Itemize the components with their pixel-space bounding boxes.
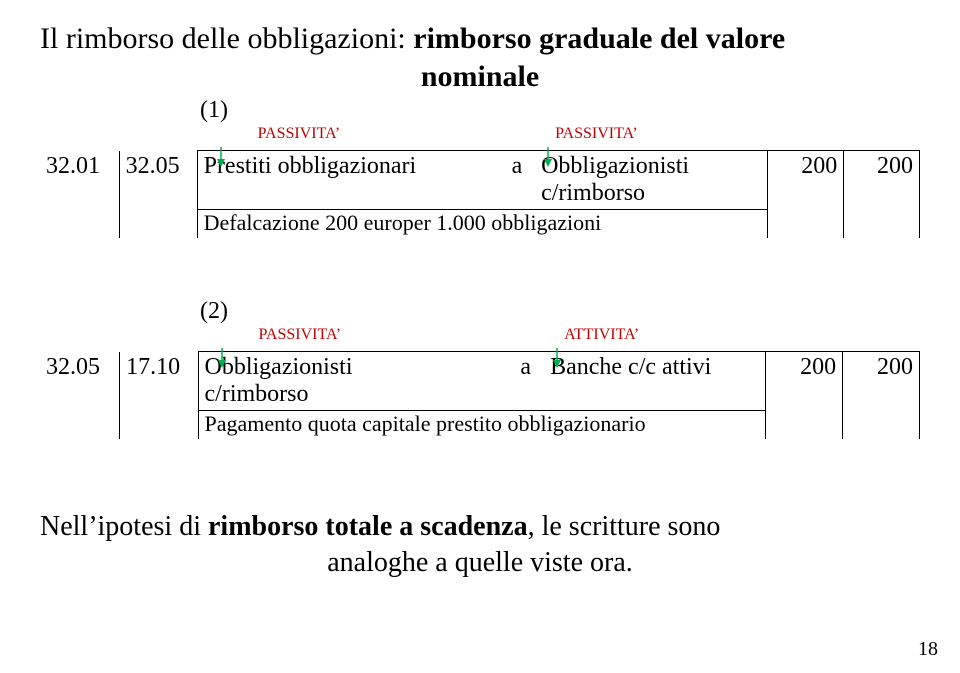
page-number: 18 <box>918 638 938 661</box>
entry1-number: (1) <box>200 97 920 124</box>
e2-desc: Pagamento quota capitale prestito obblig… <box>198 411 766 440</box>
arrow-down-icon <box>216 147 226 167</box>
e1-right-text2: c/rimborso <box>541 180 645 206</box>
title-pre: Il rimborso delle obbligazioni: <box>40 22 413 55</box>
arrow-down-icon <box>543 147 553 167</box>
e2-left: PASSIVITA’ Obbligazionisti c/rimborso <box>198 352 507 411</box>
e1-left: PASSIVITA’ Prestiti obbligazionari <box>197 151 499 210</box>
e1-sub: 32.05 <box>119 151 197 210</box>
entry2-number: (2) <box>200 298 920 325</box>
e2-a: a <box>507 352 544 411</box>
e1-left-text: Prestiti obbligazionari <box>204 153 417 179</box>
e2-tag-right: ATTIVITA’ <box>564 326 639 344</box>
e2-code: 32.05 <box>40 352 120 411</box>
arrow-down-icon <box>217 348 227 368</box>
e2-left-text2: c/rimborso <box>205 381 309 407</box>
page-title: Il rimborso delle obbligazioni: rimborso… <box>40 20 920 95</box>
note-post2: analoghe a quelle viste ora. <box>40 545 920 581</box>
e1-right: PASSIVITA’ Obbligazionisti c/rimborso <box>535 151 768 210</box>
e1-right-text1: Obbligazionisti <box>541 153 689 179</box>
e1-amtD: 200 <box>768 151 844 210</box>
note-bold: rimborso totale a scadenza <box>208 511 528 542</box>
journal-entry-2: 32.05 17.10 PASSIVITA’ Obbligazionisti c… <box>40 351 920 439</box>
e1-amtC: 200 <box>844 151 920 210</box>
journal-entry-1: 32.01 32.05 PASSIVITA’ Prestiti obbligaz… <box>40 150 920 238</box>
e2-sub: 17.10 <box>120 352 198 411</box>
note-post1: , le scritture sono <box>528 511 721 542</box>
slide: Il rimborso delle obbligazioni: rimborso… <box>0 0 960 673</box>
e2-right: ATTIVITA’ Banche c/c attivi <box>544 352 766 411</box>
e2-tag-left: PASSIVITA’ <box>259 326 342 344</box>
title-bold2: nominale <box>40 58 920 96</box>
e1-a: a <box>499 151 535 210</box>
e2-left-text1: Obbligazionisti <box>205 354 353 380</box>
note-pre: Nell’ipotesi di <box>40 511 208 542</box>
e2-right-text: Banche c/c attivi <box>550 354 711 380</box>
e1-desc: Defalcazione 200 europer 1.000 obbligazi… <box>197 210 768 239</box>
e1-tag-left: PASSIVITA’ <box>258 125 341 143</box>
e2-amtC: 200 <box>843 352 920 411</box>
bottom-note: Nell’ipotesi di rimborso totale a scaden… <box>40 509 920 582</box>
e1-code: 32.01 <box>40 151 119 210</box>
arrow-down-icon <box>552 348 562 368</box>
e1-tag-right: PASSIVITA’ <box>555 125 638 143</box>
e2-amtD: 200 <box>766 352 843 411</box>
title-bold1: rimborso graduale del valore <box>413 22 785 55</box>
